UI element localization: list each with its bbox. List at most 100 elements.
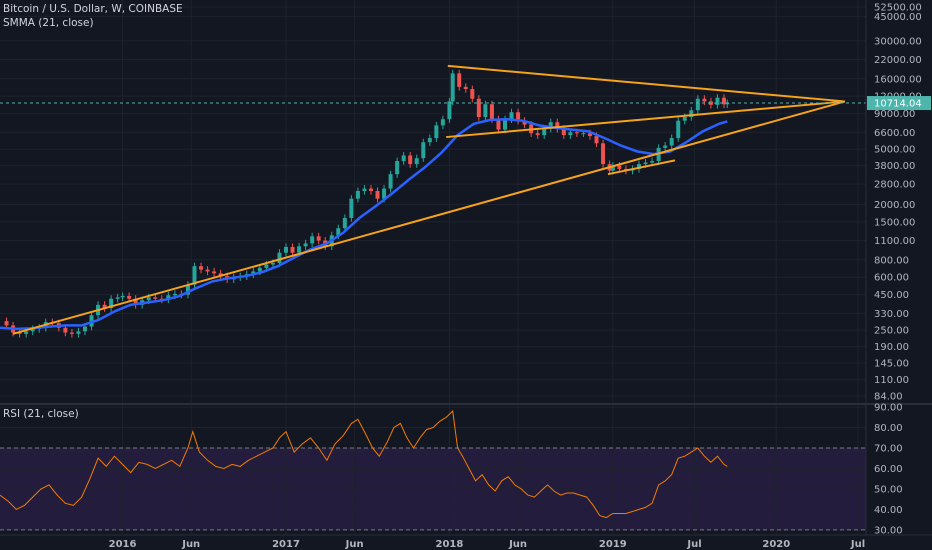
candle-body[interactable] [395, 161, 400, 175]
candle-body[interactable] [702, 98, 707, 102]
candle-body[interactable] [133, 298, 138, 305]
candle-body[interactable] [251, 271, 256, 275]
candle-body[interactable] [82, 326, 87, 332]
candle-body[interactable] [17, 332, 22, 334]
candle-body[interactable] [69, 332, 74, 334]
candle-body[interactable] [414, 158, 419, 165]
candle-body[interactable] [676, 120, 681, 139]
candle-body[interactable] [496, 119, 501, 130]
candle-body[interactable] [297, 246, 302, 253]
candle-body[interactable] [408, 155, 413, 165]
candle-body[interactable] [447, 101, 452, 120]
candle-body[interactable] [610, 165, 615, 171]
candle-body[interactable] [489, 104, 494, 120]
candle-body[interactable] [440, 119, 445, 126]
candle-body[interactable] [695, 98, 700, 111]
candle-body[interactable] [502, 119, 507, 130]
candle-body[interactable] [470, 89, 475, 99]
candle-body[interactable] [375, 190, 380, 199]
candle-body[interactable] [401, 155, 406, 162]
candle-body[interactable] [669, 138, 674, 146]
candle-body[interactable] [205, 269, 210, 272]
candle-body[interactable] [146, 297, 151, 301]
candle-body[interactable] [4, 321, 9, 326]
candle-body[interactable] [483, 104, 488, 118]
smma-legend[interactable]: SMMA (21, close) [3, 17, 94, 29]
candle-body[interactable] [715, 97, 720, 105]
trendline[interactable] [607, 159, 676, 176]
candle-body[interactable] [587, 133, 592, 137]
candle-body[interactable] [127, 295, 132, 299]
candle-body[interactable] [601, 143, 606, 165]
candle-body[interactable] [561, 128, 566, 136]
candle-body[interactable] [30, 328, 35, 332]
candle-body[interactable] [450, 73, 455, 102]
candle-body[interactable] [368, 188, 373, 191]
candle-body[interactable] [277, 252, 282, 263]
candle-body[interactable] [109, 298, 114, 309]
candle-body[interactable] [199, 266, 204, 270]
candle-body[interactable] [463, 86, 468, 90]
candle-body[interactable] [362, 188, 367, 191]
candle-body[interactable] [574, 132, 579, 134]
candle-body[interactable] [388, 174, 393, 189]
candle-body[interactable] [522, 120, 527, 125]
candle-body[interactable] [594, 136, 599, 144]
candle-body[interactable] [509, 112, 514, 120]
candle-body[interactable] [457, 73, 462, 87]
candle-body[interactable] [172, 293, 177, 296]
rsi-legend[interactable]: RSI (21, close) [3, 408, 79, 420]
candle-body[interactable] [555, 122, 560, 129]
candle-body[interactable] [115, 297, 120, 299]
candle-body[interactable] [721, 97, 726, 105]
candle-body[interactable] [185, 284, 190, 295]
candle-body[interactable] [166, 295, 171, 300]
candle-body[interactable] [663, 145, 668, 148]
candle-body[interactable] [421, 142, 426, 159]
candle-body[interactable] [270, 262, 275, 265]
candle-body[interactable] [284, 246, 288, 253]
candle-body[interactable] [349, 198, 354, 218]
candle-body[interactable] [476, 98, 481, 118]
candle-body[interactable] [76, 331, 81, 334]
candle-body[interactable] [548, 122, 553, 129]
candle-body[interactable] [689, 110, 694, 118]
trendline[interactable] [12, 100, 846, 335]
candle-body[interactable] [427, 138, 432, 143]
candle-body[interactable] [643, 162, 648, 165]
candle-body[interactable] [336, 228, 341, 236]
candle-body[interactable] [264, 264, 269, 268]
smma-line[interactable] [0, 117, 728, 331]
trendline[interactable] [446, 100, 846, 139]
candle-body[interactable] [617, 165, 622, 169]
candle-body[interactable] [310, 236, 315, 244]
candle-body[interactable] [650, 161, 655, 163]
candle-body[interactable] [637, 164, 642, 169]
candle-body[interactable] [434, 125, 439, 139]
candle-body[interactable] [24, 331, 29, 334]
candle-body[interactable] [542, 128, 547, 136]
candle-body[interactable] [153, 297, 158, 299]
rsi-line[interactable] [0, 410, 728, 519]
candle-body[interactable] [218, 273, 223, 277]
candle-body[interactable] [568, 132, 573, 136]
candle-body[interactable] [316, 236, 321, 241]
candle-body[interactable] [192, 266, 197, 285]
candle-body[interactable] [725, 103, 730, 105]
candle-body[interactable] [516, 112, 521, 121]
candle-body[interactable] [581, 133, 586, 135]
candle-body[interactable] [535, 133, 540, 136]
candle-body[interactable] [89, 315, 94, 327]
candle-body[interactable] [303, 243, 308, 247]
candle-body[interactable] [290, 246, 295, 253]
candle-body[interactable] [257, 267, 262, 272]
candle-body[interactable] [212, 271, 217, 274]
symbol-title[interactable]: Bitcoin / U.S. Dollar, W, COINBASE [3, 3, 183, 15]
candle-body[interactable] [102, 304, 107, 309]
candle-body[interactable] [342, 217, 347, 229]
trendline[interactable] [447, 64, 846, 103]
candle-body[interactable] [382, 188, 387, 199]
candle-body[interactable] [355, 190, 360, 199]
candle-body[interactable] [120, 295, 125, 298]
